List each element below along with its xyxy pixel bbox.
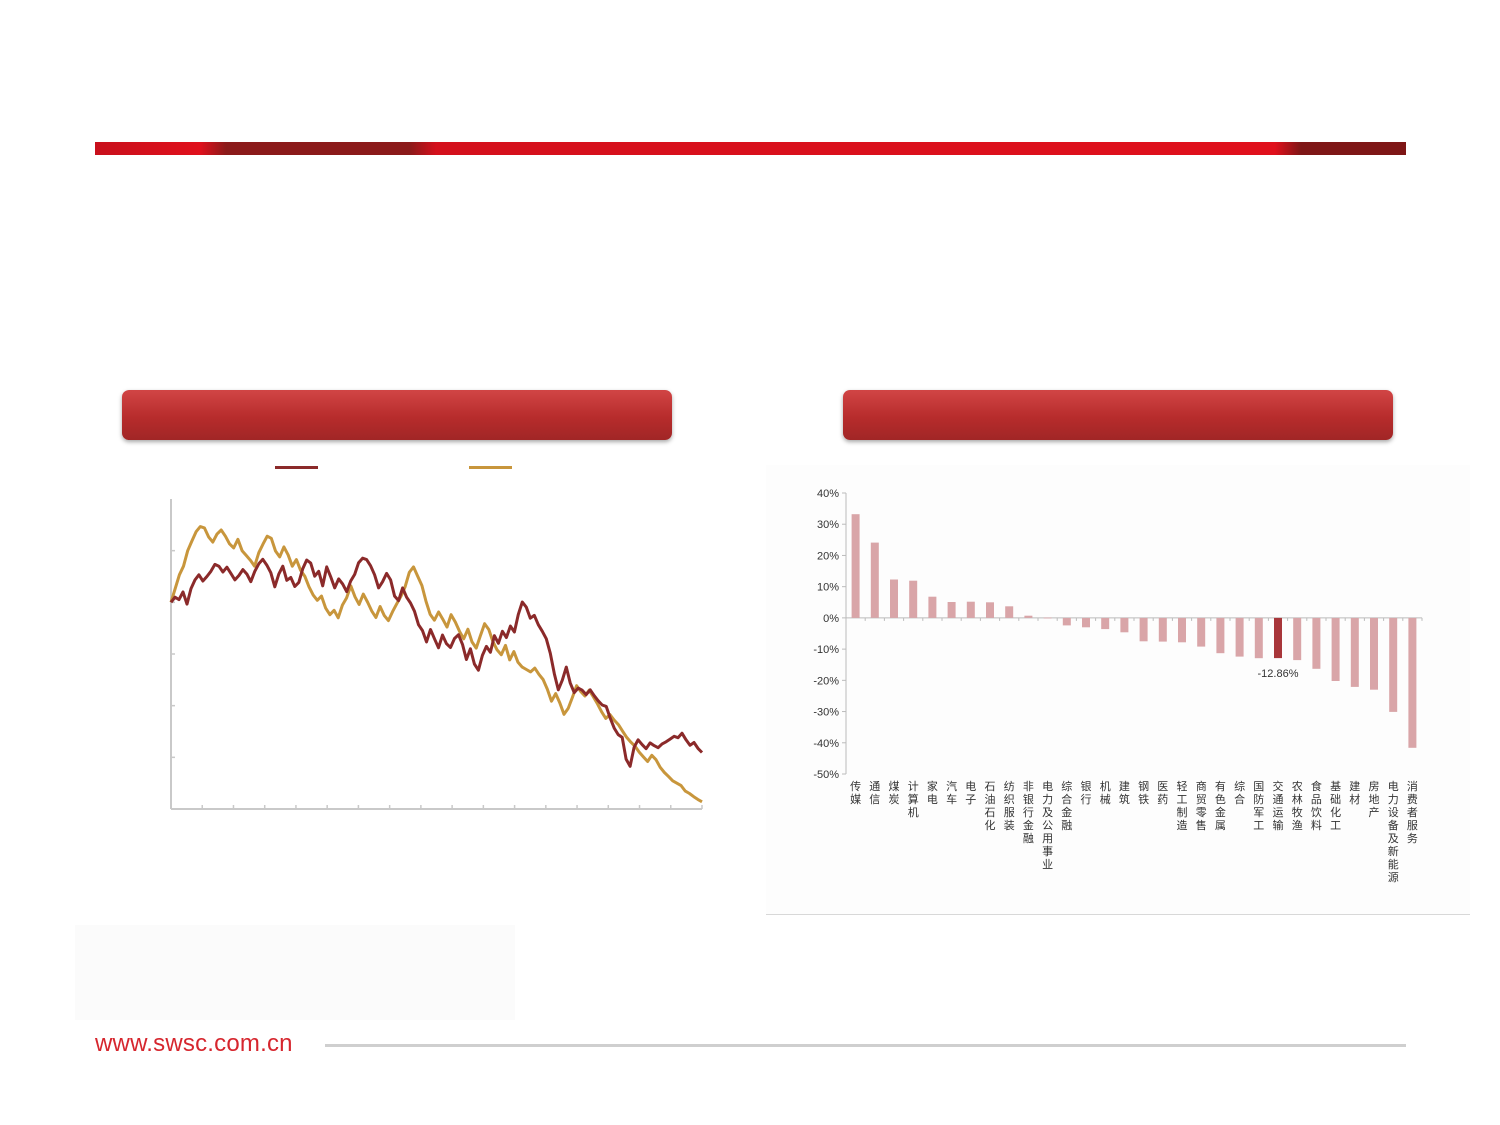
category-label-11: 综合金融 — [1061, 779, 1072, 832]
top-accent-band — [95, 142, 1406, 155]
category-label-26: 建材 — [1349, 779, 1360, 806]
category-label-16: 医药 — [1157, 780, 1168, 806]
right-y-tick-label: 10% — [817, 582, 839, 594]
bar-20 — [1235, 617, 1244, 657]
bar-27 — [1370, 617, 1378, 690]
left-panel-header — [122, 390, 672, 440]
bar-4 — [928, 596, 937, 618]
bar-11 — [1062, 617, 1071, 626]
category-label-15: 钢铁 — [1138, 780, 1149, 806]
bar-26 — [1350, 617, 1359, 687]
bar-25 — [1331, 617, 1340, 681]
category-label-14: 建筑 — [1119, 779, 1130, 806]
right-y-tick-label: 40% — [817, 488, 839, 500]
right-y-tick-label: 0% — [823, 613, 839, 625]
bar-7 — [986, 602, 994, 618]
category-label-24: 食品饮料 — [1311, 779, 1322, 832]
category-label-4: 家电 — [927, 779, 938, 806]
right-y-tick-label: 20% — [817, 550, 839, 562]
bar-9 — [1024, 615, 1033, 618]
bar-12 — [1082, 617, 1090, 628]
right-y-tick-label: -40% — [813, 738, 839, 750]
category-label-17: 轻工制造 — [1177, 779, 1188, 832]
bar-1 — [870, 542, 879, 618]
category-label-13: 机械 — [1100, 779, 1111, 806]
bar-14 — [1120, 617, 1129, 633]
right-y-tick-label: -20% — [813, 675, 839, 687]
bar-18 — [1197, 617, 1206, 647]
right-chart-background — [766, 465, 1470, 915]
right-y-tick-label: -10% — [813, 644, 839, 656]
category-label-12: 银行 — [1081, 779, 1092, 806]
bar-13 — [1101, 617, 1110, 630]
note-box — [75, 925, 515, 1020]
bar-3 — [909, 580, 918, 618]
category-label-27: 房地产 — [1369, 780, 1380, 819]
category-label-10: 电力及公用事业 — [1042, 780, 1053, 871]
category-label-20: 综合 — [1234, 779, 1245, 806]
right-y-tick-label: -50% — [813, 769, 839, 781]
bar-5 — [947, 602, 956, 618]
bar-0 — [851, 514, 860, 618]
bar-data-label: -12.86% — [1258, 668, 1299, 680]
category-label-2: 煤炭 — [889, 780, 900, 806]
category-label-18: 商贸零售 — [1196, 779, 1207, 832]
bar-2 — [890, 579, 898, 618]
left-line-chart — [169, 499, 704, 810]
category-label-1: 通信 — [869, 780, 880, 806]
bar-29 — [1408, 617, 1417, 748]
category-label-22: 交通运输 — [1273, 779, 1284, 832]
footer-url[interactable]: www.swsc.com.cn — [95, 1030, 293, 1057]
bar-19 — [1216, 617, 1225, 654]
category-label-29: 消费者服务 — [1407, 779, 1418, 845]
category-label-6: 电子 — [965, 780, 976, 806]
bar-10 — [1043, 617, 1052, 619]
right-chart-bottom-rule — [766, 914, 1470, 915]
bar-22 — [1274, 617, 1282, 659]
category-label-9: 非银行金融 — [1023, 780, 1034, 845]
bar-28 — [1389, 617, 1398, 712]
category-label-28: 电力设备及新能源 — [1388, 780, 1399, 884]
bar-8 — [1005, 606, 1014, 618]
footer-rule — [325, 1044, 1406, 1047]
category-label-7: 石油石化 — [985, 780, 996, 832]
bar-23 — [1293, 617, 1302, 661]
right-y-tick-label: 30% — [817, 519, 839, 531]
left-series-2-line — [169, 525, 703, 804]
left-series-1-line — [169, 556, 704, 768]
bar-21 — [1254, 617, 1263, 659]
category-label-8: 纺织服装 — [1004, 779, 1015, 832]
category-label-0: 传媒 — [850, 780, 861, 806]
right-panel-header — [843, 390, 1393, 440]
category-label-3: 计算机 — [908, 780, 919, 819]
category-label-21: 国防军工 — [1253, 780, 1264, 832]
bar-6 — [966, 601, 975, 618]
category-label-5: 汽车 — [946, 779, 957, 806]
bar-24 — [1312, 617, 1321, 669]
bar-16 — [1158, 617, 1167, 642]
category-label-23: 农林牧渔 — [1292, 779, 1303, 832]
bar-15 — [1139, 617, 1148, 642]
bar-17 — [1178, 617, 1186, 643]
right-bar-chart: 40% 30% 20% 10% 0% -10% -20% -30% -40% -50% 传媒通信煤炭… — [813, 488, 1423, 884]
legend-series-1-swatch — [275, 466, 318, 469]
right-y-tick-label: -30% — [813, 707, 839, 719]
category-label-19: 有色金属 — [1215, 779, 1226, 832]
category-label-25: 基础化工 — [1330, 780, 1341, 832]
legend-series-2-swatch — [469, 466, 512, 469]
